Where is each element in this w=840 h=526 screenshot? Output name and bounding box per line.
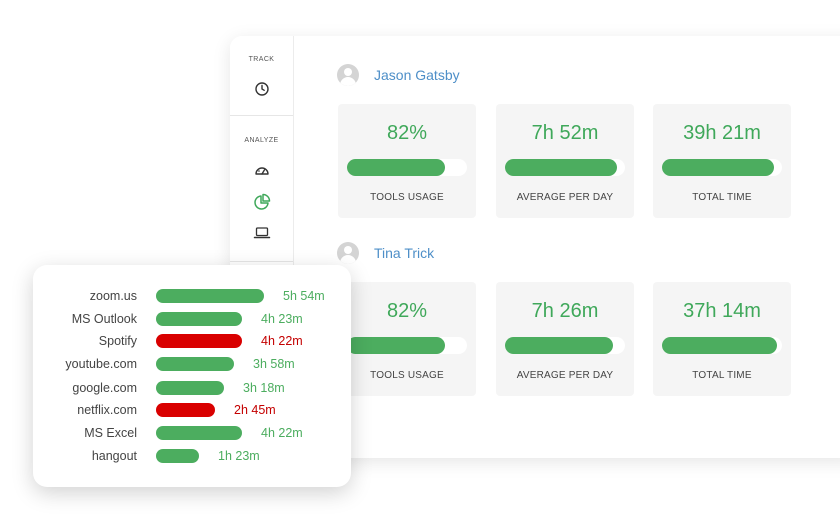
app-usage-bar xyxy=(156,357,234,371)
app-name: hangout xyxy=(91,449,137,463)
app-time: 1h 23m xyxy=(218,449,260,463)
avatar xyxy=(337,242,359,264)
progress-fill xyxy=(347,159,446,176)
progress-track xyxy=(347,159,467,176)
card-value: 7h 26m xyxy=(531,300,599,322)
app-usage-row[interactable]: zoom.us 5h 54m xyxy=(33,287,351,305)
average-per-day-card: 7h 52m AVERAGE PER DAY xyxy=(496,104,634,218)
app-name: netflix.com xyxy=(77,403,137,417)
tools-usage-card: 82% TOOLS USAGE xyxy=(338,104,476,218)
app-usage-bar xyxy=(156,426,242,440)
total-time-card: 37h 14m TOTAL TIME xyxy=(653,282,791,396)
app-usage-popup: zoom.us 5h 54m MS Outlook 4h 23m Spotify… xyxy=(33,265,351,487)
progress-track xyxy=(505,159,625,176)
card-value: 37h 14m xyxy=(683,300,761,322)
user-header[interactable]: Jason Gatsby xyxy=(337,64,460,86)
app-time: 2h 45m xyxy=(234,403,276,417)
app-usage-row[interactable]: MS Excel 4h 22m xyxy=(33,424,351,442)
sidebar-divider xyxy=(230,115,293,116)
app-usage-bar xyxy=(156,381,224,395)
app-usage-row[interactable]: Spotify 4h 22m xyxy=(33,332,351,350)
app-time: 5h 54m xyxy=(283,289,325,303)
app-name: MS Excel xyxy=(84,426,137,440)
card-label: AVERAGE PER DAY xyxy=(516,370,614,381)
progress-track xyxy=(347,337,467,354)
user-name: Tina Trick xyxy=(374,245,435,261)
progress-fill xyxy=(347,337,446,354)
app-name: Spotify xyxy=(98,334,137,348)
card-value: 39h 21m xyxy=(683,122,761,144)
progress-fill xyxy=(505,337,613,354)
app-time: 4h 22m xyxy=(261,426,303,440)
app-usage-row[interactable]: MS Outlook 4h 23m xyxy=(33,310,351,328)
app-name: zoom.us xyxy=(89,289,137,303)
analyze-section-label: ANALYZE xyxy=(244,137,279,144)
progress-fill xyxy=(662,337,778,354)
sidebar-divider xyxy=(230,261,293,262)
app-name: google.com xyxy=(72,381,137,395)
card-label: TOTAL TIME xyxy=(692,370,752,381)
progress-track xyxy=(505,337,625,354)
card-label: TOTAL TIME xyxy=(692,192,752,203)
app-time: 3h 58m xyxy=(253,357,295,371)
progress-fill xyxy=(662,159,774,176)
laptop-icon[interactable] xyxy=(253,224,271,242)
app-usage-bar xyxy=(156,312,242,326)
card-label: AVERAGE PER DAY xyxy=(516,192,614,203)
app-usage-bar xyxy=(156,403,215,417)
app-name: youtube.com xyxy=(65,357,137,371)
track-section-label: TRACK xyxy=(248,56,275,63)
card-label: TOOLS USAGE xyxy=(370,192,444,203)
app-usage-row[interactable]: google.com 3h 18m xyxy=(33,379,351,397)
card-value: 82% xyxy=(386,122,428,144)
app-usage-bar xyxy=(156,334,242,348)
card-value: 82% xyxy=(386,300,428,322)
avatar xyxy=(337,64,359,86)
progress-fill xyxy=(505,159,617,176)
dashboard-gauge-icon[interactable] xyxy=(253,162,271,180)
app-name: MS Outlook xyxy=(71,312,137,326)
average-per-day-card: 7h 26m AVERAGE PER DAY xyxy=(496,282,634,396)
total-time-card: 39h 21m TOTAL TIME xyxy=(653,104,791,218)
pie-chart-icon[interactable] xyxy=(253,193,271,211)
card-label: TOOLS USAGE xyxy=(370,370,444,381)
app-usage-bar xyxy=(156,289,264,303)
app-time: 4h 23m xyxy=(261,312,303,326)
app-time: 4h 22m xyxy=(261,334,303,348)
progress-track xyxy=(662,337,782,354)
app-time: 3h 18m xyxy=(243,381,285,395)
card-value: 7h 52m xyxy=(531,122,599,144)
app-usage-row[interactable]: netflix.com 2h 45m xyxy=(33,401,351,419)
tools-usage-card: 82% TOOLS USAGE xyxy=(338,282,476,396)
app-usage-bar xyxy=(156,449,199,463)
app-usage-row[interactable]: hangout 1h 23m xyxy=(33,447,351,465)
user-name: Jason Gatsby xyxy=(374,67,460,83)
clock-icon[interactable] xyxy=(253,80,271,98)
app-usage-row[interactable]: youtube.com 3h 58m xyxy=(33,355,351,373)
progress-track xyxy=(662,159,782,176)
user-header[interactable]: Tina Trick xyxy=(337,242,434,264)
